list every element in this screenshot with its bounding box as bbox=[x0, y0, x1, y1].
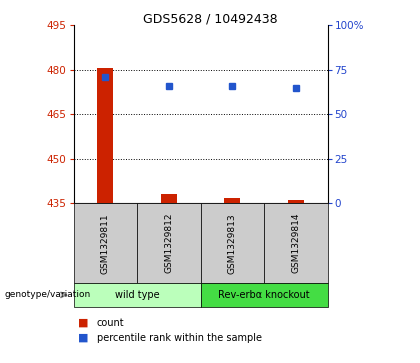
Text: GSM1329814: GSM1329814 bbox=[291, 213, 300, 273]
Text: GSM1329811: GSM1329811 bbox=[101, 213, 110, 274]
Text: ■: ■ bbox=[78, 333, 88, 343]
Text: genotype/variation: genotype/variation bbox=[4, 290, 90, 299]
Text: ■: ■ bbox=[78, 318, 88, 328]
Text: count: count bbox=[97, 318, 124, 328]
Bar bbox=[224, 198, 240, 203]
Text: percentile rank within the sample: percentile rank within the sample bbox=[97, 333, 262, 343]
Text: GSM1329812: GSM1329812 bbox=[164, 213, 173, 273]
Text: GDS5628 / 10492438: GDS5628 / 10492438 bbox=[143, 13, 277, 26]
Text: GSM1329813: GSM1329813 bbox=[228, 213, 237, 274]
Text: Rev-erbα knockout: Rev-erbα knockout bbox=[218, 290, 310, 300]
Text: wild type: wild type bbox=[115, 290, 159, 300]
Bar bbox=[97, 68, 113, 203]
Bar bbox=[288, 200, 304, 203]
Bar bbox=[161, 194, 177, 203]
